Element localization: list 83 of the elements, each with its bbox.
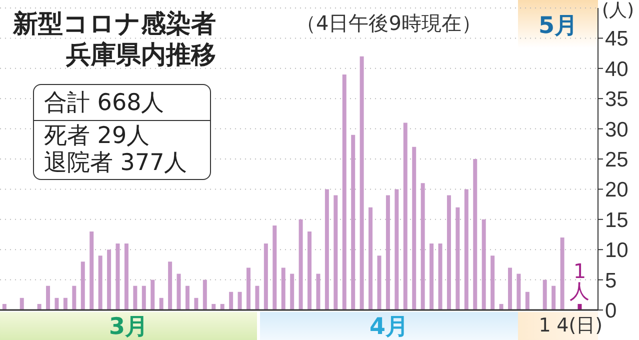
y-tick-label: 15 — [605, 208, 628, 232]
bar — [490, 256, 495, 310]
bar — [394, 189, 399, 310]
bar — [438, 244, 442, 310]
bar — [124, 244, 128, 310]
bar — [255, 286, 260, 310]
y-tick-label: 40 — [605, 58, 628, 81]
y-axis-title: (人) — [602, 0, 634, 21]
bar — [386, 195, 390, 310]
y-tick-label: 25 — [605, 148, 628, 172]
y-tick-label: 45 — [605, 28, 628, 51]
bar — [168, 262, 172, 310]
text: 新型コロナ感染者兵庫県内推移 — [12, 8, 216, 70]
y-tick-label: 10 — [605, 239, 628, 262]
bar — [334, 195, 338, 310]
bar — [360, 56, 364, 310]
bar — [342, 74, 346, 310]
bar — [403, 122, 408, 310]
bar — [272, 225, 277, 310]
bar — [159, 298, 164, 310]
bar — [290, 274, 294, 310]
y-tick-label: 0 — [605, 299, 617, 322]
bar — [298, 219, 303, 310]
bar — [552, 286, 556, 310]
bar — [324, 189, 329, 310]
y-tick-label: 30 — [605, 118, 628, 142]
x-tick-label: 4(日) — [556, 314, 603, 336]
bar — [20, 298, 24, 310]
bar — [63, 298, 68, 310]
data-label: 1人 — [570, 258, 590, 303]
bar — [229, 292, 234, 310]
annotation: 合計 668人 — [34, 85, 210, 121]
bar — [560, 238, 564, 310]
bar — [412, 146, 416, 310]
bar — [516, 274, 521, 310]
bar — [98, 256, 102, 310]
bar — [194, 298, 198, 310]
annotation: 5月 — [537, 12, 578, 41]
bar — [508, 268, 512, 310]
bar — [238, 292, 242, 310]
bar — [525, 292, 530, 310]
y-tick-label: 5 — [605, 269, 617, 292]
bar — [308, 231, 312, 310]
bar — [54, 298, 59, 310]
bar — [420, 183, 425, 310]
bar — [133, 286, 138, 310]
bar — [499, 304, 504, 310]
y-tick-label: 35 — [605, 88, 628, 112]
bar — [142, 286, 146, 310]
bar — [264, 244, 268, 310]
bar — [464, 189, 468, 310]
bar — [220, 304, 224, 310]
bar — [212, 304, 216, 310]
bar — [246, 268, 250, 310]
bar — [90, 231, 94, 310]
bar — [377, 256, 382, 310]
bar — [456, 207, 460, 310]
annotation: 死者 29人 — [44, 123, 151, 150]
bar — [430, 244, 434, 310]
bar — [150, 280, 155, 310]
bar — [542, 280, 547, 310]
bar — [578, 304, 582, 310]
bar — [72, 286, 76, 310]
bar — [116, 244, 120, 310]
bar — [368, 207, 373, 310]
bar — [185, 286, 190, 310]
bar — [281, 268, 286, 310]
bar — [2, 304, 6, 310]
chart-subtitle: （4日午後9時現在） — [296, 10, 482, 37]
bar — [351, 134, 356, 310]
bar — [107, 250, 112, 310]
bar — [473, 159, 478, 310]
bar — [80, 262, 85, 310]
bar — [316, 274, 320, 310]
bar — [482, 219, 486, 310]
bar — [446, 195, 451, 310]
y-tick-label: 20 — [605, 178, 628, 202]
annotation: 退院者 377人 — [44, 150, 188, 177]
bar — [176, 274, 181, 310]
bar — [46, 286, 50, 310]
x-tick-label: 1 — [538, 314, 551, 336]
bar — [202, 280, 207, 310]
bar — [37, 304, 42, 310]
